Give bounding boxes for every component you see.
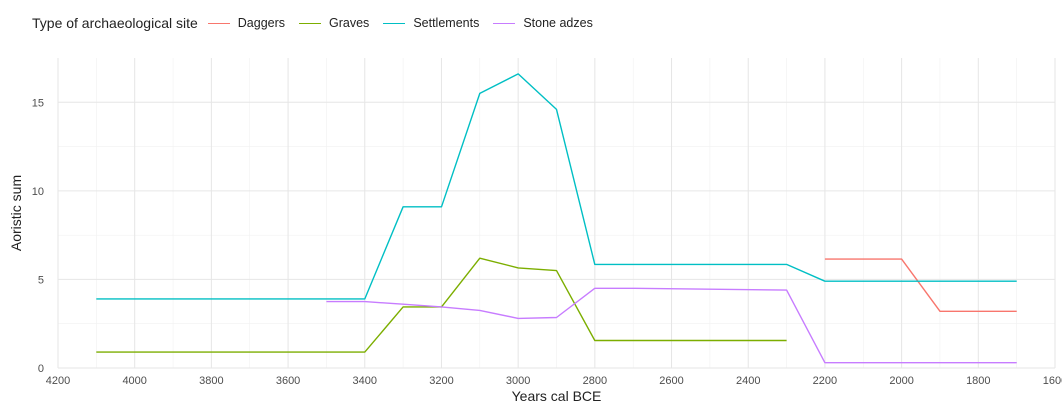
x-tick-label: 3800 xyxy=(199,375,223,387)
legend-label: Stone adzes xyxy=(523,16,593,30)
x-tick-label: 2000 xyxy=(889,375,913,387)
series-line-settlements xyxy=(96,73,1017,300)
legend-title: Type of archaeological site xyxy=(32,15,198,31)
x-tick-label: 4200 xyxy=(46,375,70,387)
legend-label: Graves xyxy=(329,16,370,30)
major-gridlines xyxy=(57,58,1056,369)
x-tick-label: 2400 xyxy=(736,375,760,387)
x-tick-label: 3400 xyxy=(353,375,377,387)
legend-swatch xyxy=(383,22,406,24)
y-tick-label: 0 xyxy=(38,363,44,375)
legend: Type of archaeological site Daggers Grave… xyxy=(32,12,607,34)
y-axis-title: Aoristic sum xyxy=(8,175,24,251)
legend-item-stone-adzes: Stone adzes xyxy=(493,16,593,30)
legend-item-daggers: Daggers xyxy=(207,16,286,30)
x-tick-label: 2600 xyxy=(659,375,683,387)
legend-label: Daggers xyxy=(237,16,286,30)
x-tick-label: 3000 xyxy=(506,375,530,387)
y-tick-label: 15 xyxy=(32,97,44,109)
legend-item-settlements: Settlements xyxy=(383,16,479,30)
series-line-daggers xyxy=(824,258,1017,312)
x-tick-label: 3200 xyxy=(429,375,453,387)
x-tick-label: 2800 xyxy=(583,375,607,387)
x-axis-title: Years cal BCE xyxy=(512,388,602,404)
legend-swatch xyxy=(207,22,230,24)
x-tick-label: 1800 xyxy=(966,375,990,387)
legend-label: Settlements xyxy=(413,16,480,30)
legend-swatch xyxy=(493,22,516,24)
y-tick-labels: 0 5 10 15 xyxy=(32,97,44,375)
legend-swatch xyxy=(299,22,322,24)
x-tick-label: 3600 xyxy=(276,375,300,387)
legend-items: Daggers Graves Settlements Stone adzes xyxy=(207,16,607,30)
series-lines xyxy=(96,73,1017,364)
series-line-stone-adzes xyxy=(326,287,1017,364)
legend-item-graves: Graves xyxy=(299,16,369,30)
series-line-graves xyxy=(96,257,787,353)
x-tick-label: 4000 xyxy=(122,375,146,387)
x-tick-label: 2200 xyxy=(813,375,837,387)
y-tick-label: 10 xyxy=(32,186,44,198)
x-tick-labels: 4200 4000 3800 3600 3400 3200 3000 2800 2600 2400… xyxy=(46,375,1062,387)
minor-gridlines xyxy=(58,58,1055,368)
y-tick-label: 5 xyxy=(38,274,44,286)
